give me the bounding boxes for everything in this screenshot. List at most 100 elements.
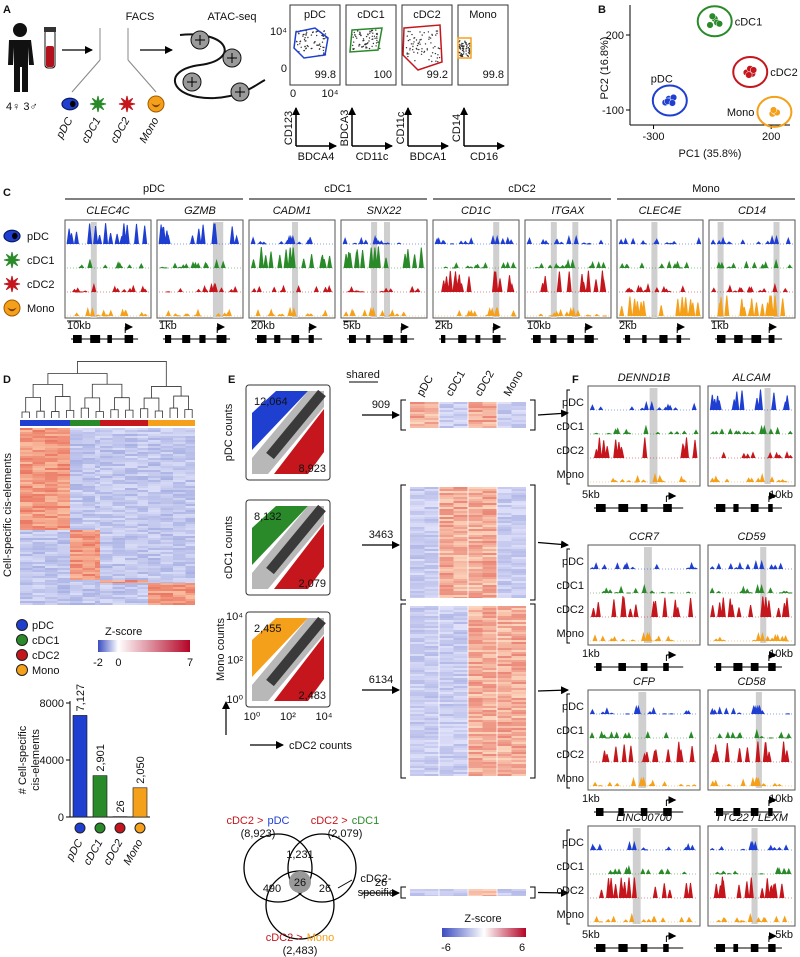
heat-cell <box>186 472 196 474</box>
heat-cell <box>95 504 100 506</box>
heat-cell <box>83 599 96 601</box>
heat-cell <box>497 752 512 754</box>
heat-cell <box>125 583 138 585</box>
heat-cell <box>83 585 96 587</box>
heat-cell <box>454 660 469 662</box>
facs-tick: 0 <box>290 88 296 100</box>
heat-cell <box>95 587 100 589</box>
heat-cell <box>173 544 186 546</box>
heat-cell <box>483 557 498 559</box>
heat-cell <box>20 599 33 601</box>
gene-exon <box>618 663 626 671</box>
heat-cell <box>161 506 174 508</box>
heat-cell <box>70 502 83 504</box>
heat-cell <box>512 624 527 626</box>
heat-cell <box>483 585 498 587</box>
heat-cell <box>161 470 174 472</box>
heat-cell <box>58 500 71 502</box>
heat-cell <box>497 698 512 700</box>
heat-cell <box>468 591 483 593</box>
heat-cell <box>454 770 469 772</box>
heat-cell <box>468 612 483 614</box>
heat-cell <box>58 460 71 462</box>
heat-cell <box>125 528 138 530</box>
heat-cell <box>58 484 71 486</box>
heat-cell <box>45 520 58 522</box>
heat-cell <box>173 490 186 492</box>
heat-cell <box>483 620 498 622</box>
heat-cell <box>173 500 186 502</box>
heat-cell <box>83 500 96 502</box>
facs-dot <box>412 43 413 44</box>
heat-cell <box>70 450 83 452</box>
heat-cell <box>138 470 149 472</box>
facs-purity: 100 <box>374 69 392 81</box>
heat-cell <box>113 552 126 554</box>
heat-cell <box>58 526 71 528</box>
heat-cell <box>410 891 425 893</box>
heat-cell <box>83 580 96 582</box>
heat-cell <box>20 446 33 448</box>
facs-dot <box>407 56 408 57</box>
heat-cell <box>148 452 161 454</box>
facs-dot <box>376 38 377 39</box>
heat-cell <box>83 576 96 578</box>
heat-cell <box>425 660 440 662</box>
heat-cell <box>33 593 46 595</box>
heat-cell <box>454 632 469 634</box>
heat-cell <box>497 664 512 666</box>
heat-cell <box>454 414 469 416</box>
heat-cell <box>83 434 96 436</box>
heat-cell <box>483 529 498 531</box>
heat-cell <box>410 519 425 521</box>
heat-cell <box>512 742 527 744</box>
heat-cell <box>113 558 126 560</box>
heat-cell <box>95 536 100 538</box>
heat-cell <box>454 656 469 658</box>
facs-dot <box>371 30 372 31</box>
heat-cell <box>70 514 83 516</box>
heat-cell <box>148 500 161 502</box>
heat-cell <box>454 698 469 700</box>
heat-cell <box>483 750 498 752</box>
heat-cell <box>483 501 498 503</box>
gene-exon <box>642 335 646 343</box>
heat-cell <box>454 670 469 672</box>
heat-cell <box>148 593 161 595</box>
heat-cell <box>173 432 186 434</box>
heat-cell <box>512 706 527 708</box>
heat-cell <box>512 511 527 513</box>
heat-cell <box>20 438 33 440</box>
heat-cell <box>173 593 186 595</box>
heat-cell <box>454 612 469 614</box>
gene-exon <box>383 335 392 343</box>
heat-cell <box>439 752 454 754</box>
heat-cell <box>425 678 440 680</box>
heat-cell <box>138 510 149 512</box>
heat-cell <box>20 470 33 472</box>
heat-cell <box>468 505 483 507</box>
heat-cell <box>483 742 498 744</box>
heat-cell <box>512 893 527 895</box>
heat-cell <box>410 630 425 632</box>
heat-cell <box>425 682 440 684</box>
heat-cell <box>425 491 440 493</box>
heat-cell <box>410 704 425 706</box>
heat-cell <box>483 616 498 618</box>
heat-cell <box>100 540 113 542</box>
heat-cell <box>410 581 425 583</box>
heat-cell <box>70 580 83 582</box>
heat-cell <box>45 436 58 438</box>
gene-exon <box>768 944 775 952</box>
heat-cell <box>483 509 498 511</box>
highlight <box>371 222 377 318</box>
heat-cell <box>161 462 174 464</box>
facs-dot <box>412 49 413 50</box>
heat-cell <box>439 416 454 418</box>
heat-cell <box>410 517 425 519</box>
heat-cell <box>95 524 100 526</box>
heat-cell <box>439 406 454 408</box>
heat-cell <box>425 696 440 698</box>
heat-cell <box>410 606 425 608</box>
heat-cell <box>483 416 498 418</box>
